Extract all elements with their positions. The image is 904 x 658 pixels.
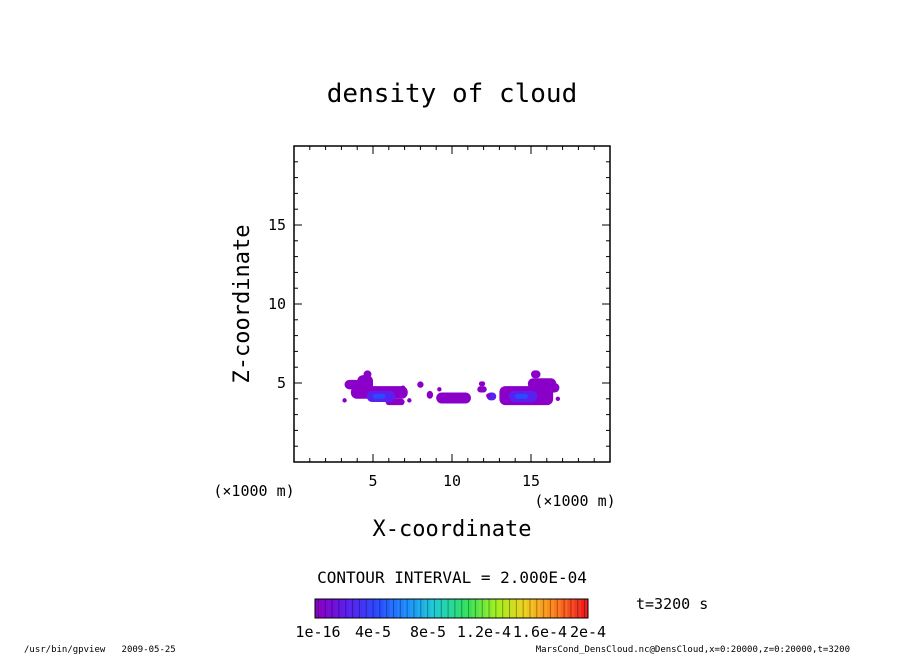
colorbar-segment: [581, 599, 589, 618]
colorbar-segment: [376, 599, 384, 618]
contour-interval-label: CONTOUR INTERVAL = 2.000E-04: [317, 568, 587, 587]
colorbar-segment: [355, 599, 364, 618]
colorbar-segment: [553, 599, 561, 618]
colorbar-segment: [349, 599, 357, 618]
density-point-2: [407, 398, 412, 403]
time-label: t=3200 s: [636, 595, 708, 613]
colorbar: [315, 599, 589, 618]
density-point-1: [342, 398, 347, 403]
colorbar-segment: [519, 599, 527, 618]
colorbar-segment: [506, 599, 514, 618]
colorbar-segment: [410, 599, 418, 618]
density-region-level1-8: [436, 392, 471, 404]
colorbar-segment: [547, 599, 555, 618]
density-region-level3-2: [515, 394, 528, 399]
colorbar-segment: [315, 599, 323, 618]
density-region-level1-9: [477, 386, 487, 393]
colorbar-segment: [478, 599, 486, 618]
colorbar-segment: [492, 599, 500, 618]
colorbar-segment: [403, 599, 411, 618]
colorbar-segment: [396, 599, 405, 618]
density-region-level1-14: [531, 370, 541, 379]
colorbar-segment: [560, 599, 568, 618]
colorbar-segment: [533, 599, 541, 618]
colorbar-label-6: 2e-4: [570, 623, 606, 641]
density-point-4: [486, 393, 491, 398]
colorbar-label-3: 8e-5: [410, 623, 446, 641]
y-tick-label-15: 15: [268, 216, 286, 234]
footer-right: MarsCond_DensCloud.nc@DensCloud,x=0:2000…: [536, 645, 850, 654]
colorbar-segment: [499, 599, 507, 618]
colorbar-segment: [574, 599, 582, 618]
density-region-level1-6: [417, 381, 424, 388]
plot-frame: [293, 145, 611, 463]
colorbar-label-2: 4e-5: [355, 623, 391, 641]
colorbar-segment: [458, 599, 466, 618]
y-tick-label-10: 10: [268, 295, 286, 313]
colorbar-segment: [465, 599, 473, 618]
x-axis-label: X-coordinate: [373, 517, 532, 542]
y-axis-unit: (×1000 m): [213, 482, 294, 500]
colorbar-segment: [335, 599, 343, 618]
x-tick-label-10: 10: [443, 472, 461, 490]
density-region-level1-13: [545, 383, 560, 393]
density-region-level1-3: [363, 370, 372, 379]
x-tick-label-15: 15: [522, 472, 540, 490]
colorbar-label-1: 1e-16: [295, 623, 340, 641]
chart-title: density of cloud: [327, 79, 577, 109]
colorbar-segment: [342, 599, 350, 618]
x-tick-label-5: 5: [368, 472, 377, 490]
colorbar-frame: [314, 598, 589, 619]
colorbar-label-4: 1.2e-4: [457, 623, 511, 641]
x-axis-unit: (×1000 m): [534, 492, 615, 510]
colorbar-segment: [369, 599, 377, 618]
footer-left: /usr/bin/gpview 2009-05-25: [24, 645, 176, 654]
density-region-level3-1: [373, 394, 386, 399]
colorbar-segment: [526, 599, 534, 618]
y-axis-label: Z-coordinate: [230, 225, 255, 384]
colorbar-segment: [328, 599, 336, 618]
density-point-6: [400, 385, 406, 390]
colorbar-segment: [444, 599, 452, 618]
axis-ticks: [294, 146, 610, 462]
density-point-3: [437, 387, 442, 392]
colorbar-segment: [567, 599, 575, 618]
colorbar-segment: [471, 599, 480, 618]
plot-area: [293, 145, 611, 463]
colorbar-segment: [431, 599, 439, 618]
colorbar-segment: [437, 599, 445, 618]
colorbar-segment: [362, 599, 370, 618]
colorbar-segment: [485, 599, 493, 618]
density-point-5: [555, 396, 561, 401]
density-region-level1-10: [478, 381, 486, 387]
colorbar-segment: [512, 599, 521, 618]
colorbar-segment: [383, 599, 391, 618]
colorbar-segment: [424, 599, 432, 618]
y-tick-label-5: 5: [277, 374, 286, 392]
colorbar-segment: [417, 599, 425, 618]
colorbar-segment: [451, 599, 459, 618]
colorbar-segment: [390, 599, 398, 618]
colorbar-label-5: 1.6e-4: [513, 623, 567, 641]
colorbar-segment: [321, 599, 329, 618]
density-region-level1-7: [426, 390, 434, 399]
cloud-density-regions: [342, 370, 561, 406]
colorbar-segment: [540, 599, 548, 618]
